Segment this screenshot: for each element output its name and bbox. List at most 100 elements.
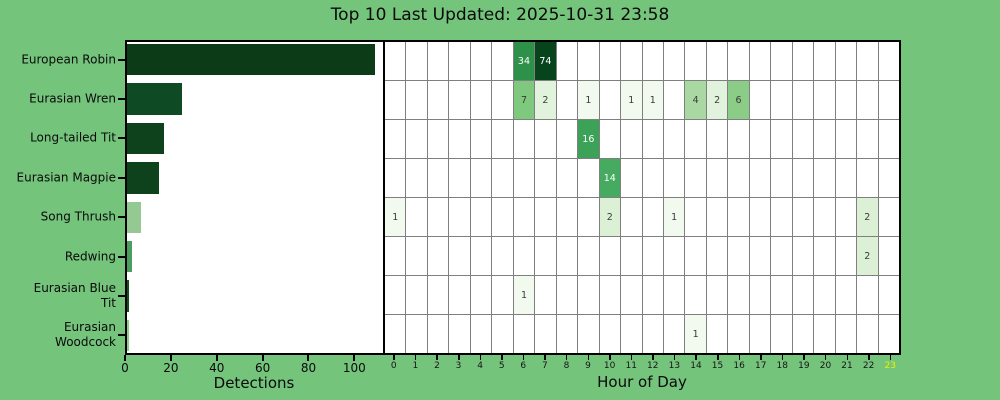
hour-tick [760, 355, 762, 360]
bar-chart-panel [125, 40, 383, 355]
heatmap-cell [406, 120, 427, 158]
heatmap-x-axis-label: Hour of Day [597, 373, 687, 391]
heatmap-cell [385, 159, 406, 197]
heatmap-cell [685, 198, 706, 236]
heatmap-cell [556, 81, 578, 119]
heatmap-cell [470, 42, 492, 80]
hour-label: 17 [754, 361, 767, 371]
species-label: Long-tailed Tit [30, 130, 116, 145]
bar-x-tick-label: 80 [300, 361, 317, 375]
heatmap-cell [642, 42, 663, 80]
heatmap-cell [771, 315, 792, 353]
heatmap-cell [513, 159, 535, 197]
species-label: Eurasian Wren [29, 91, 116, 106]
heatmap-cell [406, 198, 427, 236]
heatmap-cell [878, 159, 899, 197]
heatmap-cell [857, 81, 878, 119]
heatmap-cell [749, 120, 771, 158]
hour-label: 13 [668, 361, 681, 371]
heatmap-cell [556, 120, 578, 158]
bar-x-tick [215, 355, 218, 361]
heatmap-cell [706, 315, 728, 353]
y-tick [118, 216, 125, 219]
heatmap-cell: 74 [535, 42, 556, 80]
heatmap-cell [642, 237, 663, 275]
heatmap-cell [427, 42, 449, 80]
heatmap-cell [706, 198, 728, 236]
heatmap-cell [857, 276, 878, 314]
heatmap-cell: 2 [599, 198, 621, 236]
heatmap-cell [835, 315, 857, 353]
heatmap-cell: 1 [578, 81, 599, 119]
detections-bar [127, 162, 160, 194]
y-tick [118, 137, 125, 140]
species-label: European Robin [21, 52, 116, 67]
heatmap-cell: 2 [857, 237, 878, 275]
hour-tick [458, 355, 460, 360]
hour-label: 7 [542, 361, 548, 371]
heatmap-cell [878, 276, 899, 314]
y-tick [118, 176, 125, 179]
heatmap-cell [599, 276, 621, 314]
hour-label: 10 [603, 361, 616, 371]
heatmap-cell [470, 81, 492, 119]
heatmap-cell [492, 237, 513, 275]
heatmap-cell [492, 159, 513, 197]
bar-x-tick-label: 40 [209, 361, 225, 375]
heatmap-cell [749, 159, 771, 197]
heatmap-cell: 4 [685, 81, 706, 119]
heatmap-cell [492, 198, 513, 236]
heatmap-cell [749, 237, 771, 275]
heatmap-cell [792, 42, 814, 80]
heatmap-cell [449, 237, 470, 275]
heatmap-cell [578, 42, 599, 80]
bar-x-tick [353, 355, 356, 361]
heatmap-cell [642, 315, 663, 353]
heatmap-cell [406, 81, 427, 119]
heatmap-cell [685, 237, 706, 275]
detections-bar [127, 280, 130, 312]
heatmap-cell [771, 198, 792, 236]
species-label: Eurasian Woodcock [55, 320, 116, 350]
hour-label: 6 [520, 361, 527, 371]
hour-label: 22 [862, 361, 875, 371]
heatmap-cell [621, 237, 642, 275]
heatmap-cell [835, 42, 857, 80]
heatmap-cell [663, 315, 685, 353]
heatmap-cell [835, 159, 857, 197]
heatmap-cell [449, 315, 470, 353]
heatmap-cell [535, 198, 556, 236]
heatmap-cell [728, 120, 749, 158]
heatmap-cell [792, 81, 814, 119]
chart-title: Top 10 Last Updated: 2025-10-31 23:58 [330, 5, 670, 25]
heatmap-cell [621, 42, 642, 80]
y-tick [118, 294, 125, 297]
bar-x-tick-label: 60 [254, 361, 271, 375]
heatmap-cell [385, 276, 406, 314]
heatmap-cell [663, 237, 685, 275]
heatmap-panel: 34 74 7 2 1 1 1 4 2 6 16 14 1 2 1 2 2 1 1 [383, 40, 901, 355]
hour-tick [609, 355, 611, 360]
heatmap-cell [792, 276, 814, 314]
bar-x-tick [261, 355, 264, 361]
detections-bar [127, 319, 130, 351]
heatmap-cell [556, 315, 578, 353]
hour-label: 3 [455, 361, 462, 371]
bar-x-tick-label: 100 [342, 361, 366, 375]
heatmap-cell [728, 42, 749, 80]
hour-label: 21 [841, 361, 853, 371]
detections-bar [127, 122, 164, 155]
heatmap-cell [878, 237, 899, 275]
heatmap-cell [470, 276, 492, 314]
heatmap-cell [427, 237, 449, 275]
hour-tick [803, 355, 805, 360]
heatmap-cell [492, 81, 513, 119]
y-tick [118, 58, 125, 61]
heatmap-cell [835, 81, 857, 119]
heatmap-cell [513, 120, 535, 158]
heatmap-cell [599, 120, 621, 158]
hour-label: 1 [412, 361, 419, 371]
heatmap-cell [728, 198, 749, 236]
heatmap-cell [406, 42, 427, 80]
heatmap-cell [792, 198, 814, 236]
